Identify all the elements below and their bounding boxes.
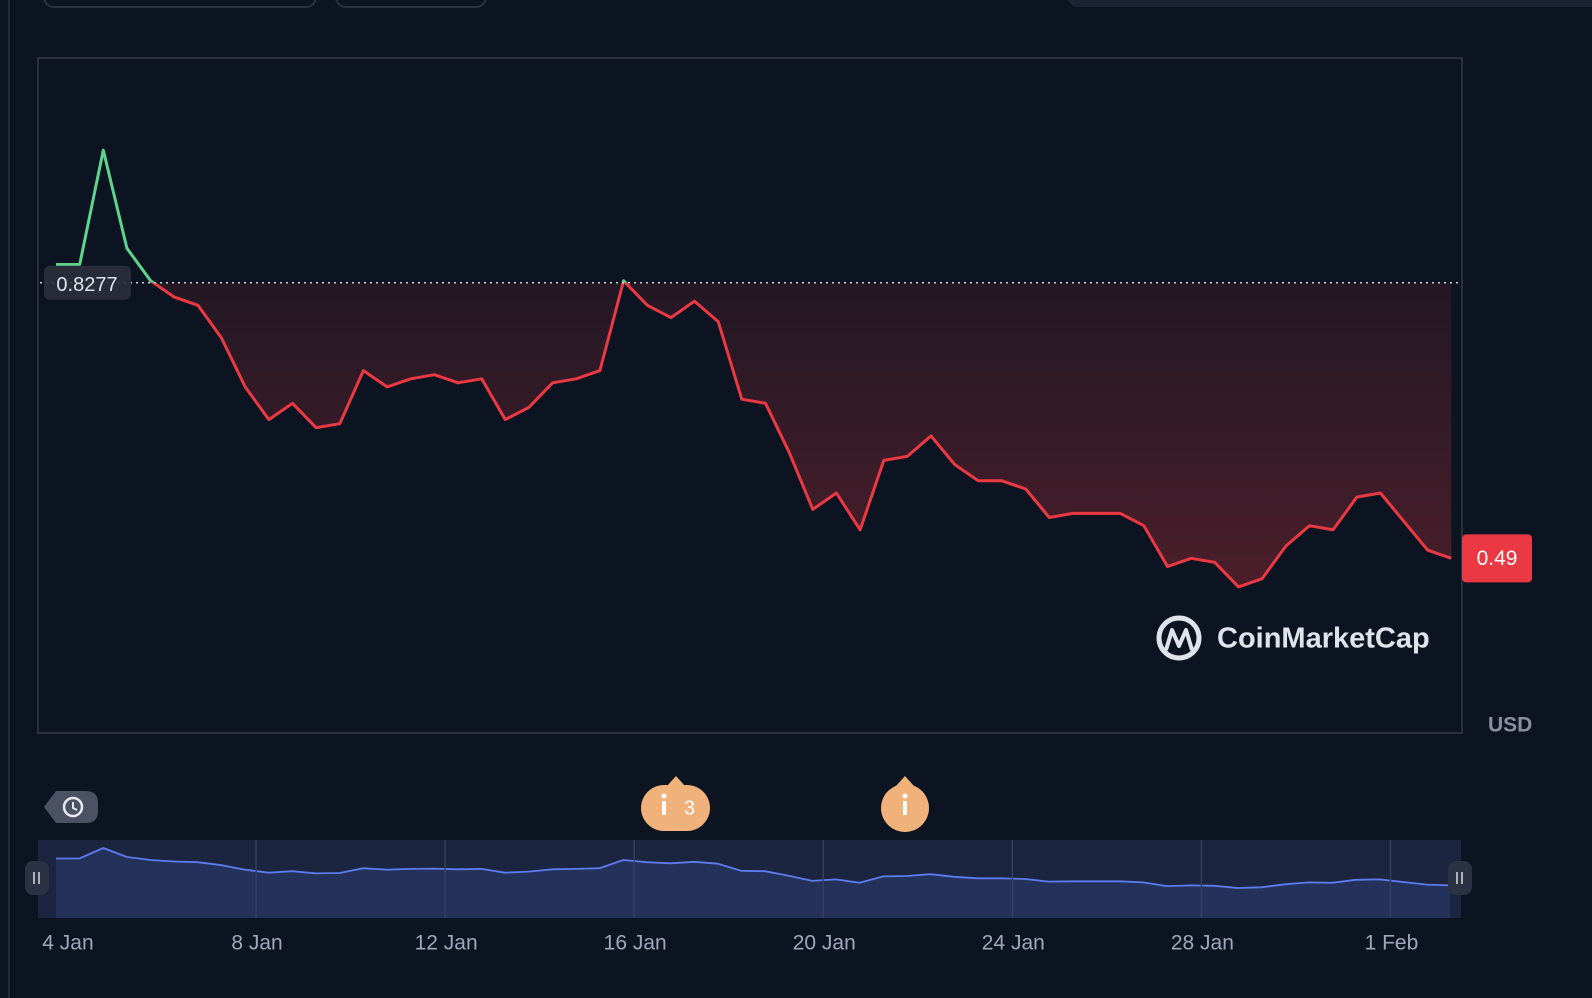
- plot-frame: [37, 57, 1463, 734]
- top-button[interactable]: [43, 0, 317, 8]
- price-area: [56, 282, 1452, 587]
- nav-tick-label: 20 Jan: [793, 932, 856, 955]
- watermark-text: CoinMarketCap: [1217, 623, 1430, 655]
- baseline-label: 0.8277: [56, 274, 117, 296]
- watermark: CoinMarketCap: [1156, 615, 1430, 661]
- nav-tick-label: 16 Jan: [604, 932, 667, 955]
- nav-tick-label: 12 Jan: [415, 932, 478, 955]
- top-button[interactable]: [335, 0, 487, 8]
- top-toggle[interactable]: [1068, 0, 1592, 7]
- nav-tick-label: 4 Jan: [42, 932, 93, 955]
- nav-tick-label: 8 Jan: [231, 932, 282, 955]
- nav-tick-label: 28 Jan: [1171, 932, 1234, 955]
- price-tag: 0.49: [1477, 547, 1518, 570]
- nav-handle[interactable]: [25, 861, 49, 895]
- price-line-down: [150, 282, 1452, 589]
- history-button[interactable]: [44, 791, 98, 823]
- left-edge: [8, 0, 10, 998]
- nav-area: [56, 848, 1451, 918]
- nav-tick-label: 1 Feb: [1365, 932, 1419, 955]
- nav-handle[interactable]: [1448, 861, 1472, 895]
- event-count: 3: [684, 797, 695, 819]
- currency-label: USD: [1488, 714, 1532, 737]
- nav-tick-label: 24 Jan: [982, 932, 1045, 955]
- event-badge[interactable]: 3: [641, 776, 710, 831]
- price-tag-bg: [1462, 534, 1532, 583]
- baseline-label-bg: [44, 265, 131, 300]
- event-badge[interactable]: [881, 776, 929, 832]
- nav-line: [56, 847, 1451, 889]
